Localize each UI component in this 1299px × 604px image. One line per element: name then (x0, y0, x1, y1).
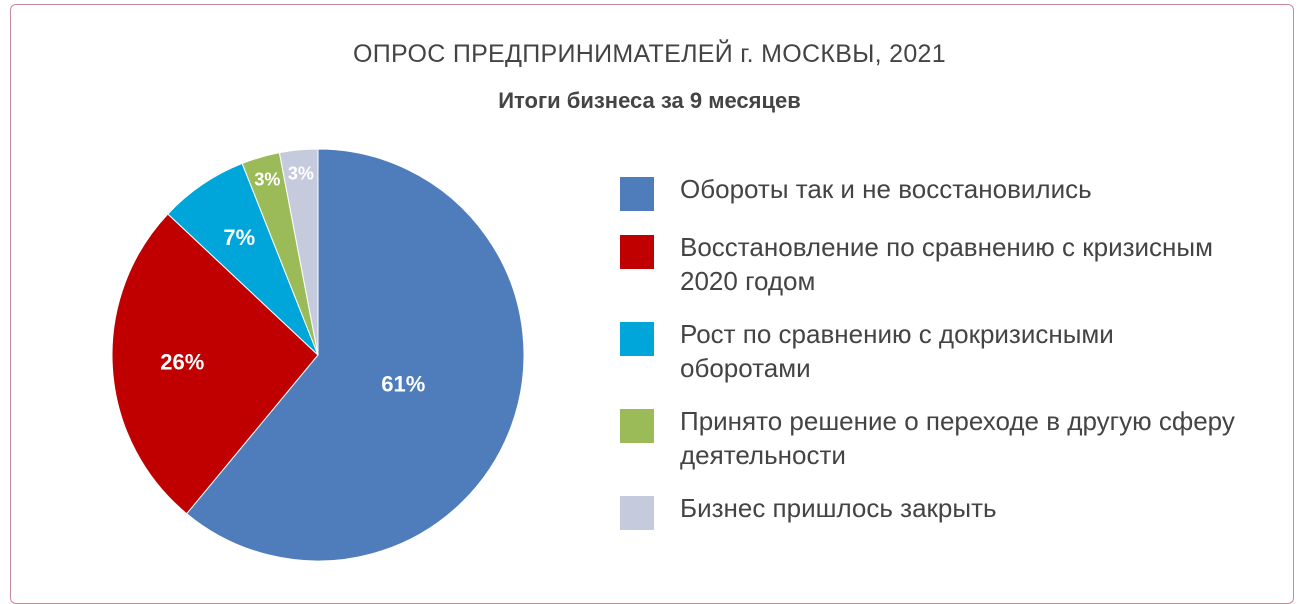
legend-label: Рост по сравнению с докризисными оборота… (680, 319, 1114, 383)
legend-label: Обороты так и не восстановились (680, 174, 1092, 204)
legend-item: Восстановление по сравнению с кризисным … (620, 230, 1240, 298)
legend-label: Бизнес пришлось закрыть (680, 493, 997, 523)
slice-data-label: 7% (223, 225, 255, 250)
legend-swatch (620, 496, 654, 530)
pie-chart: 61% 26% 7% 3% 3% (111, 148, 525, 562)
slice-data-label: 3% (288, 163, 314, 183)
pie-slice (185, 148, 525, 562)
legend-item: Бизнес пришлось закрыть (620, 491, 1240, 530)
chart-subtitle: Итоги бизнеса за 9 месяцев (498, 88, 801, 113)
pie-slice (278, 148, 319, 356)
legend-item: Рост по сравнению с докризисными оборота… (620, 317, 1240, 385)
legend-label: Принято решение о переходе в другую сфер… (680, 406, 1235, 470)
legend-swatch (620, 235, 654, 269)
slice-data-label: 26% (160, 349, 204, 374)
chart-title: ОПРОС ПРЕДПРИНИМАТЕЛЕЙ г. МОСКВЫ, 2021 (353, 40, 946, 68)
legend-swatch (620, 177, 654, 211)
slice-data-label: 3% (254, 170, 280, 190)
legend-swatch (620, 409, 654, 443)
legend-swatch (620, 322, 654, 356)
slice-data-label: 61% (381, 372, 425, 397)
legend-item: Обороты так и не восстановились (620, 172, 1240, 211)
legend-label: Восстановление по сравнению с кризисным … (680, 232, 1213, 296)
pie-slice (111, 213, 319, 515)
legend-item: Принято решение о переходе в другую сфер… (620, 404, 1240, 472)
